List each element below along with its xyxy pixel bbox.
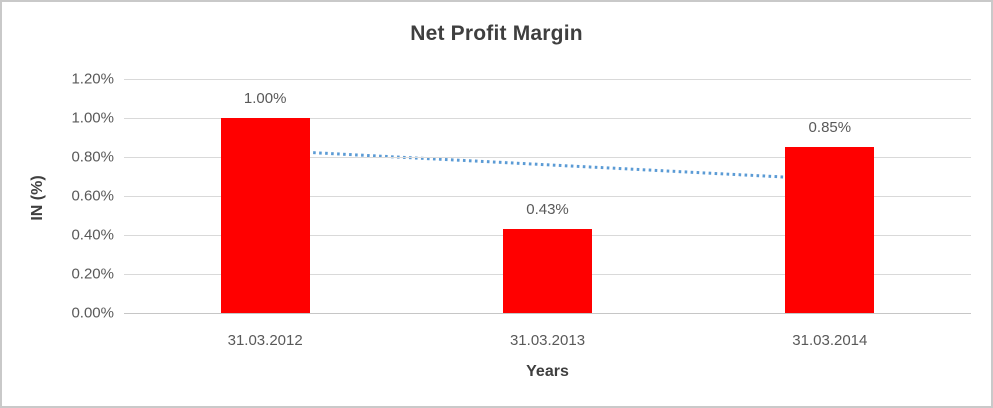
x-tick-label: 31.03.2014 xyxy=(792,332,868,349)
chart-title: Net Profit Margin xyxy=(410,22,583,45)
y-tick-label: 0.40% xyxy=(71,226,114,244)
y-axis-ticks: 0.00% 0.20% 0.40% 0.60% 0.80% 1.00% 1.20% xyxy=(2,71,114,322)
x-axis-ticks: 31.03.2012 31.03.2013 31.03.2014 xyxy=(124,332,971,352)
gridline xyxy=(124,118,971,119)
y-tick-label: 0.00% xyxy=(71,304,114,322)
x-tick-label: 31.03.2012 xyxy=(227,332,303,349)
bar xyxy=(785,147,875,313)
trendline-layer xyxy=(265,148,830,181)
bar-value-label: 0.43% xyxy=(526,201,569,219)
x-axis-title: Years xyxy=(526,363,569,380)
x-tick-label: 31.03.2013 xyxy=(509,332,586,349)
bar xyxy=(503,229,592,313)
gridline xyxy=(124,313,971,314)
y-tick-label: 1.00% xyxy=(71,109,114,127)
gridline xyxy=(124,196,971,197)
gridline xyxy=(124,79,971,80)
y-tick-label: 0.80% xyxy=(71,148,114,166)
bar-value-label: 0.85% xyxy=(808,119,852,137)
gridline xyxy=(124,157,971,158)
y-tick-label: 0.20% xyxy=(71,265,114,283)
y-tick-label: 1.20% xyxy=(71,70,114,88)
y-tick-label: 0.60% xyxy=(71,187,114,205)
bar xyxy=(220,118,310,313)
plot-area: 1.00% 0.43% 0.85% xyxy=(124,79,971,314)
bar-value-label: 1.00% xyxy=(243,90,287,107)
trendline xyxy=(265,148,830,181)
